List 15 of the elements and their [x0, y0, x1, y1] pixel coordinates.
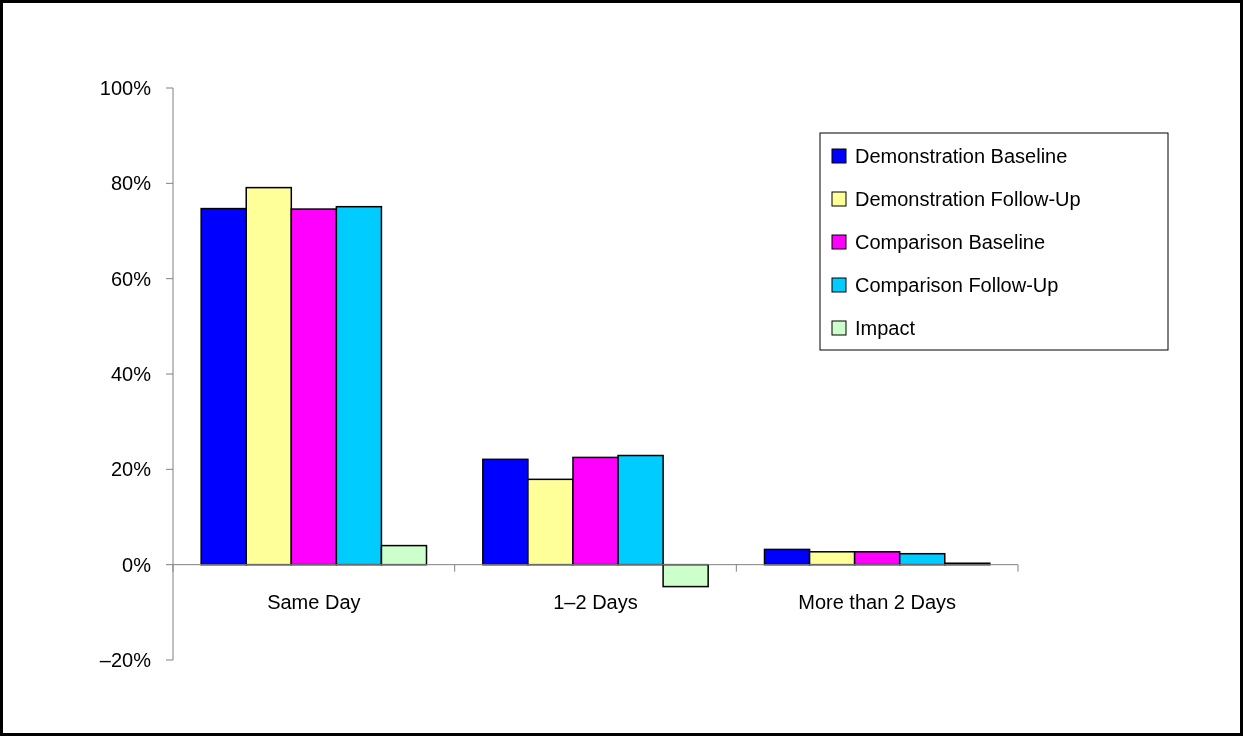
legend-label: Comparison Baseline: [855, 231, 1046, 253]
x-tick-label: 1–2 Days: [553, 590, 638, 613]
y-tick-label: 80%: [110, 172, 152, 195]
x-tick-label: More than 2 Days: [798, 590, 957, 613]
legend-label: Impact: [855, 317, 916, 339]
y-tick-label: 40%: [110, 363, 152, 385]
legend-label: Comparison Follow-Up: [855, 274, 1059, 296]
y-tick-label: 0%: [122, 553, 152, 576]
legend-label: Demonstration Follow-Up: [855, 188, 1081, 210]
y-tick-label: –20%: [99, 649, 152, 671]
legend-label: Demonstration Baseline: [855, 145, 1068, 167]
x-tick-label: Same Day: [267, 590, 361, 613]
y-tick-label: 100%: [99, 77, 152, 99]
y-tick-label: 20%: [110, 458, 152, 481]
y-tick-label: 60%: [110, 267, 152, 290]
